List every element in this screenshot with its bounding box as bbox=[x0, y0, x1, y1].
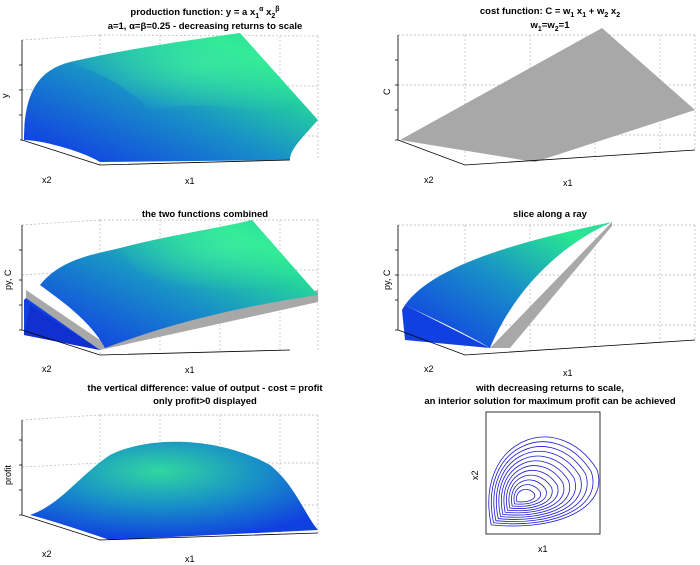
p6-subtitle: an interior solution for maximum profit … bbox=[424, 396, 676, 407]
p3-axes bbox=[19, 225, 291, 356]
p2-surface-plot: C x1 x2 bbox=[382, 28, 696, 188]
p2-title: cost function: C = w1 x1 + w2 x2 bbox=[479, 6, 621, 19]
p1-surface-plot: y x1 x2 bbox=[0, 33, 319, 186]
p2-cost-plane bbox=[400, 28, 695, 162]
contour-line bbox=[488, 436, 600, 527]
p5-surface-plot: profit x1 x2 bbox=[3, 414, 319, 564]
p4-xlabel: x1 bbox=[563, 368, 573, 378]
p6-ylabel: x2 bbox=[470, 470, 480, 480]
p5-surface bbox=[30, 441, 318, 540]
p6-contour-plot: x1 x2 bbox=[470, 411, 601, 554]
contour-line bbox=[503, 465, 565, 514]
p1-highlight bbox=[70, 33, 318, 120]
contour-line bbox=[508, 474, 553, 509]
contour-line bbox=[516, 489, 536, 503]
p1-subtitle: a=1, α=β=0.25 - decreasing returns to sc… bbox=[107, 21, 303, 32]
p2-axes bbox=[395, 35, 696, 166]
p4-ylabel: x2 bbox=[424, 364, 434, 374]
p5-ylabel: x2 bbox=[42, 549, 52, 559]
p1-xlabel: x1 bbox=[185, 176, 195, 186]
p4-surface-plot: py, C x1 x2 bbox=[382, 222, 696, 378]
p1-ylabel: x2 bbox=[42, 175, 52, 185]
contour-line bbox=[513, 484, 542, 505]
p5-title: the vertical difference: value of output… bbox=[87, 383, 323, 394]
contour-line bbox=[491, 441, 594, 525]
contour-line bbox=[493, 446, 588, 522]
p3-ylabel: x2 bbox=[42, 364, 52, 374]
contour-line bbox=[496, 450, 582, 520]
p2-ylabel: x2 bbox=[424, 175, 434, 185]
p6-title: with decreasing returns to scale, bbox=[476, 383, 624, 394]
p3-zlabel: py, C bbox=[3, 269, 13, 290]
p6-xlabel: x1 bbox=[538, 544, 548, 554]
p2-subtitle: w1=w2=1 bbox=[530, 20, 570, 33]
p6-contours bbox=[488, 436, 600, 527]
p5-axes bbox=[19, 420, 319, 541]
p4-surface bbox=[405, 222, 612, 348]
p2-zlabel: C bbox=[382, 88, 392, 95]
p6-axes-box bbox=[485, 411, 601, 535]
p5-xlabel: x1 bbox=[185, 554, 195, 564]
p3-title: the two functions combined bbox=[141, 209, 269, 220]
p4-zlabel: py, C bbox=[382, 269, 392, 290]
contour-line bbox=[511, 479, 547, 507]
p4-title: slice along a ray bbox=[513, 209, 587, 220]
p1-axes bbox=[19, 40, 291, 166]
p3-surface-plot: py, C x1 x2 bbox=[3, 219, 319, 375]
p5-zlabel: profit bbox=[3, 464, 13, 485]
p1-zlabel: y bbox=[0, 93, 10, 98]
p2-xlabel: x1 bbox=[563, 178, 573, 188]
contour-line bbox=[501, 460, 571, 516]
p1-title: production function: y = a x1α x2β bbox=[130, 6, 280, 21]
p5-subtitle: only profit>0 displayed bbox=[153, 396, 257, 407]
contour-line bbox=[506, 469, 559, 512]
p4-cost-plane bbox=[490, 222, 612, 348]
contour-line bbox=[498, 455, 576, 518]
p4-axes bbox=[395, 225, 696, 356]
p3-xlabel: x1 bbox=[185, 365, 195, 375]
